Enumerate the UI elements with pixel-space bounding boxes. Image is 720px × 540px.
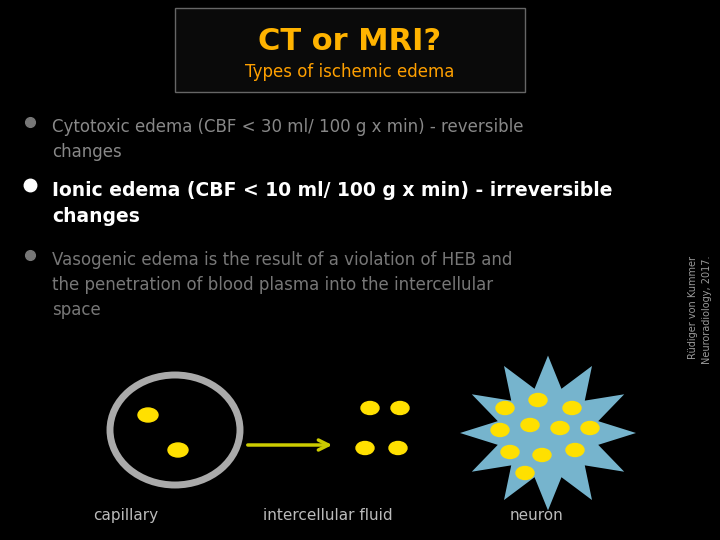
Ellipse shape [391,402,409,415]
Ellipse shape [516,467,534,480]
Text: Types of ischemic edema: Types of ischemic edema [246,63,455,81]
Text: neuron: neuron [510,508,563,523]
Ellipse shape [563,402,581,415]
Text: Ionic edema (CBF < 10 ml/ 100 g x min) - irreversible
changes: Ionic edema (CBF < 10 ml/ 100 g x min) -… [52,181,613,226]
Ellipse shape [566,443,584,456]
Ellipse shape [361,402,379,415]
Ellipse shape [551,422,569,435]
Text: CT or MRI?: CT or MRI? [258,28,441,57]
Ellipse shape [529,394,547,407]
Ellipse shape [356,442,374,455]
Ellipse shape [501,446,519,458]
Text: Vasogenic edema is the result of a violation of HEB and
the penetration of blood: Vasogenic edema is the result of a viola… [52,251,513,319]
Text: Cytotoxic edema (CBF < 30 ml/ 100 g x min) - reversible
changes: Cytotoxic edema (CBF < 30 ml/ 100 g x mi… [52,118,523,161]
Ellipse shape [138,408,158,422]
Ellipse shape [581,422,599,435]
Ellipse shape [533,449,551,462]
Ellipse shape [168,443,188,457]
Text: Rüdiger von Kummer
Neuroradiology, 2017.: Rüdiger von Kummer Neuroradiology, 2017. [688,256,712,364]
Text: intercellular fluid: intercellular fluid [263,508,392,523]
Polygon shape [460,355,636,510]
Ellipse shape [521,418,539,431]
FancyBboxPatch shape [175,8,525,92]
Ellipse shape [389,442,407,455]
Ellipse shape [496,402,514,415]
Ellipse shape [491,423,509,436]
Text: capillary: capillary [94,508,158,523]
